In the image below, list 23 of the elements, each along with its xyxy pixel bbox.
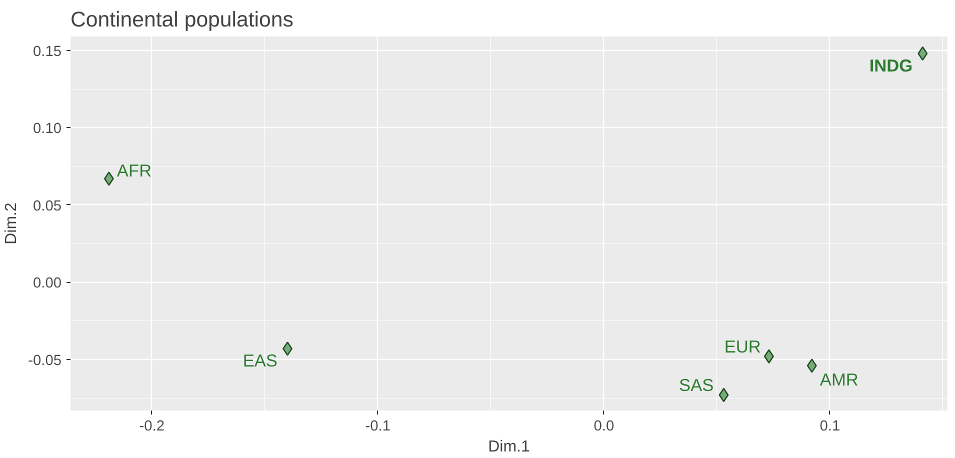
x-tick-label: 0.1 — [820, 418, 840, 434]
point — [718, 388, 729, 402]
y-tick-label: -0.05 — [28, 353, 62, 369]
annotation: EAS — [242, 350, 278, 371]
y-tick-label: 0.05 — [32, 198, 62, 214]
annotation: AFR — [116, 160, 152, 181]
y-tick-label: 0.00 — [32, 276, 62, 292]
annotation: AMR — [820, 370, 858, 390]
y-tick-label: 0.15 — [32, 44, 62, 60]
x-tick-label: -0.2 — [139, 418, 165, 434]
point — [764, 349, 774, 364]
x-tick-label: -0.1 — [365, 418, 391, 434]
y-axis-title: Dim.2 — [3, 202, 20, 244]
point — [104, 172, 114, 186]
point — [806, 358, 817, 373]
x-tick-label: 0.0 — [594, 418, 614, 434]
x-axis-title: Dim.1 — [488, 438, 530, 456]
annotation: INDG — [869, 56, 913, 76]
point — [918, 46, 928, 61]
annotation: SAS — [679, 375, 714, 396]
chart-title: Continental populations — [70, 8, 294, 32]
y-tick-label: 0.10 — [32, 121, 62, 138]
annotation: EUR — [724, 336, 761, 356]
